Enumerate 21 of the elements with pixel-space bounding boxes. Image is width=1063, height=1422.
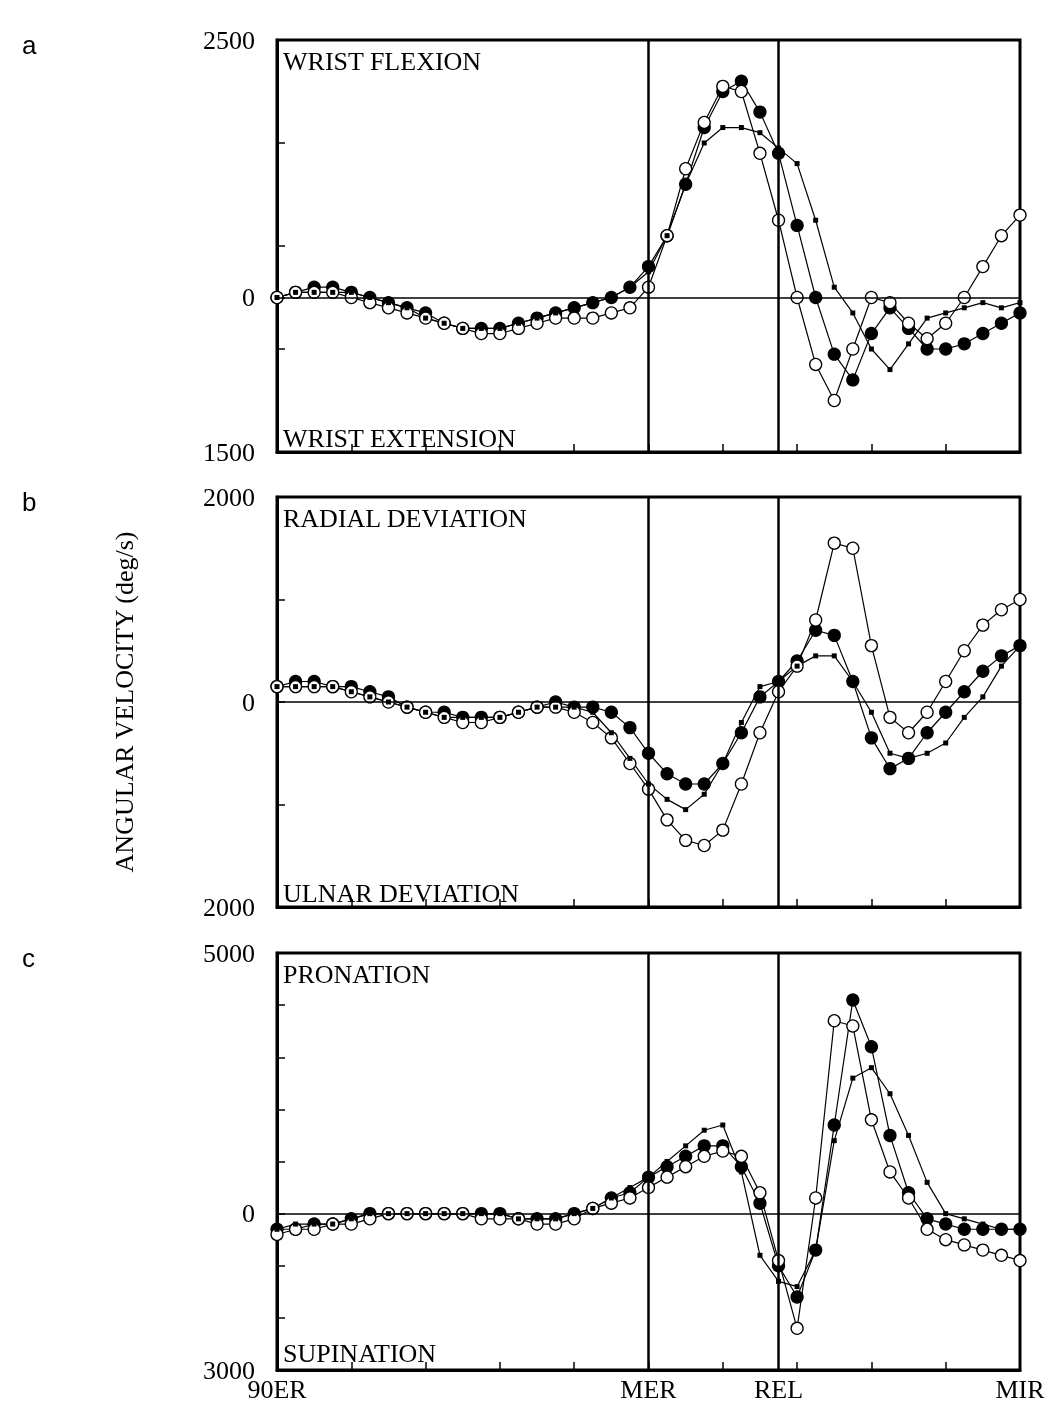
text: c [22,943,35,973]
y-tick-label: 0 [242,687,255,717]
x-tick-label: REL [753,1374,804,1404]
y-tick-label: 1500 [203,437,255,467]
y-tick-label: 2000 [203,482,255,512]
annotation: PRONATION [283,959,431,989]
x-tick-label: MER [620,1374,678,1404]
annotation: RADIAL DEVIATION [283,503,528,533]
y-tick-label: 5000 [203,938,255,968]
x-tick-label: MIR [995,1374,1046,1404]
text: a [22,30,37,60]
y-tick-label: 2500 [203,25,255,55]
annotation: WRIST EXTENSION [283,423,516,453]
y-axis-title: ANGULAR VELOCITY (deg/s) [109,531,139,873]
text: b [22,487,37,517]
y-tick-label: 0 [242,1199,255,1229]
y-tick-label: 2000 [203,892,255,922]
annotation: WRIST FLEXION [283,46,482,76]
y-tick-label: 0 [242,283,255,312]
annotation: SUPINATION [283,1338,437,1368]
annotation: ULNAR DEVIATION [283,878,520,908]
